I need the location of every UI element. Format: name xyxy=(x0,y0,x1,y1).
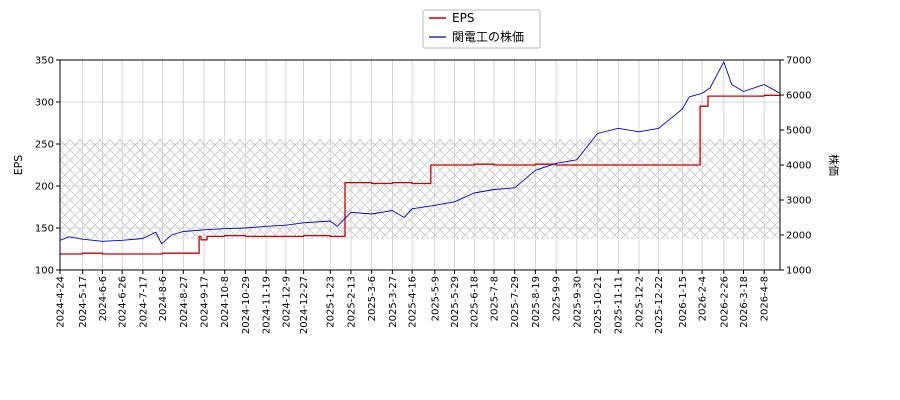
x-tick-label: 2025-2-13 xyxy=(346,276,357,328)
legend: EPS 関電工の株価 xyxy=(422,9,541,49)
x-tick-label: 2024-4-24 xyxy=(56,276,67,328)
y-right-tick-label: 1000 xyxy=(786,266,811,277)
y-left-tick-label: 350 xyxy=(35,56,54,67)
x-tick-label: 2024-7-17 xyxy=(138,276,149,328)
x-tick-label: 2024-9-17 xyxy=(200,276,211,328)
x-tick-label: 2025-12-22 xyxy=(654,276,665,334)
y-right-axis-label: 株価 xyxy=(827,154,841,176)
x-tick-label: 2024-8-6 xyxy=(158,276,169,321)
legend-label-price: 関電工の株価 xyxy=(452,29,524,44)
x-tick-label: 2025-7-29 xyxy=(510,276,521,328)
y-right-tick-label: 3000 xyxy=(786,196,811,207)
x-tick-label: 2024-5-17 xyxy=(78,276,89,328)
x-tick-label: 2025-12-2 xyxy=(634,276,645,328)
y-right-tick-label: 5000 xyxy=(786,126,811,137)
y-left-tick-label: 200 xyxy=(35,182,54,193)
x-tick-label: 2025-7-8 xyxy=(489,276,500,321)
x-tick-label: 2026-4-8 xyxy=(760,276,771,321)
x-tick-label: 2024-6-6 xyxy=(98,276,109,321)
x-tick-label: 2026-2-4 xyxy=(698,276,709,321)
x-tick-label: 2024-6-26 xyxy=(118,276,129,328)
y-right-tick-label: 2000 xyxy=(786,231,811,242)
x-tick-label: 2024-8-27 xyxy=(179,276,190,328)
x-tick-label: 2025-3-6 xyxy=(367,276,378,321)
x-tick-label: 2024-11-19 xyxy=(262,276,273,334)
y-left-tick-label: 300 xyxy=(35,98,54,109)
series-line-price xyxy=(60,61,780,245)
y-left-tick-label: 100 xyxy=(35,266,54,277)
x-tick-label: 2025-5-29 xyxy=(450,276,461,328)
x-tick-label: 2026-1-15 xyxy=(678,276,689,328)
y-left-tick-label: 250 xyxy=(35,140,54,151)
legend-box xyxy=(422,9,541,49)
x-tick-label: 2024-10-8 xyxy=(220,276,231,328)
x-tick-label: 2025-10-21 xyxy=(593,276,604,334)
series-line-eps xyxy=(60,94,780,255)
x-tick-label: 2025-3-27 xyxy=(388,276,399,328)
x-tick-label: 2025-4-16 xyxy=(408,276,419,328)
x-tick-label: 2024-12-9 xyxy=(281,276,292,328)
y-right-tick-label: 7000 xyxy=(786,56,811,67)
x-tick-label: 2025-5-9 xyxy=(430,276,441,321)
y-left-tick-label: 150 xyxy=(35,224,54,235)
x-tick-label: 2025-1-23 xyxy=(326,276,337,328)
legend-label-eps: EPS xyxy=(452,11,474,25)
x-tick-label: 2025-11-11 xyxy=(614,276,625,334)
y-right-tick-label: 4000 xyxy=(786,161,811,172)
x-tick-label: 2025-8-19 xyxy=(531,276,542,328)
x-tick-label: 2025-9-30 xyxy=(572,276,583,328)
x-tick-label: 2024-10-29 xyxy=(241,276,252,334)
y-left-axis-label: EPS xyxy=(12,155,25,176)
x-tick-label: 2026-3-18 xyxy=(739,276,750,328)
x-tick-label: 2025-6-18 xyxy=(470,276,481,328)
hatched-band xyxy=(60,138,780,239)
y-right-tick-label: 6000 xyxy=(786,91,811,102)
x-tick-label: 2024-12-27 xyxy=(299,276,310,334)
x-tick-label: 2026-2-26 xyxy=(719,276,730,328)
x-tick-label: 2025-9-9 xyxy=(552,276,563,321)
